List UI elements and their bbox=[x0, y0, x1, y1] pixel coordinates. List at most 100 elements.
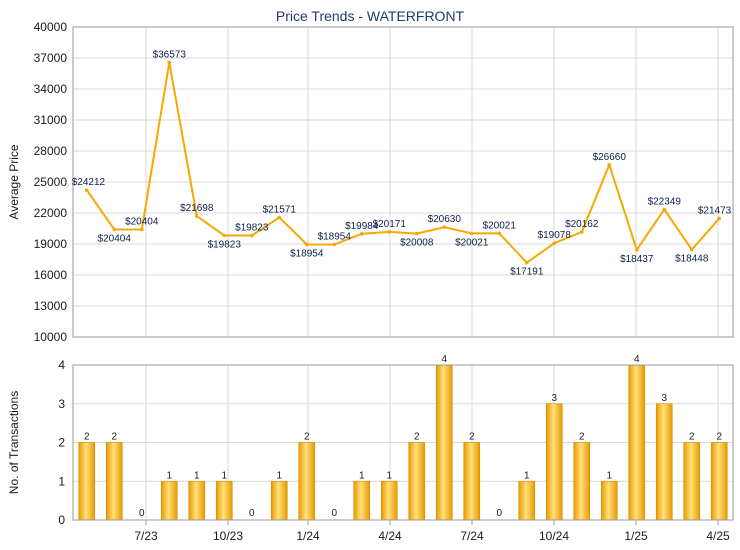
price-point bbox=[717, 216, 722, 221]
x-tick-label: 7/23 bbox=[134, 529, 158, 543]
price-data-label: $20021 bbox=[483, 220, 517, 231]
price-data-label: $17191 bbox=[510, 267, 544, 278]
bar-data-label: 2 bbox=[84, 432, 90, 443]
price-data-label: $20630 bbox=[428, 214, 462, 225]
price-y-tick: 10000 bbox=[34, 330, 68, 344]
price-point bbox=[414, 231, 419, 236]
price-point bbox=[304, 242, 309, 247]
price-point bbox=[552, 241, 557, 245]
transactions-bar bbox=[545, 403, 563, 521]
transactions-bar-panel: 0 1 2 3 4 2 2 0 1 1 1 0 1 2 0 1 1 2 4 2 0 1 3 2 1 4 3 2 2 7/23 10/23 1/… bbox=[7, 354, 734, 543]
transactions-bar bbox=[353, 480, 371, 521]
price-y-axis-label: Average Price bbox=[7, 144, 21, 219]
bar-data-label: 1 bbox=[359, 470, 365, 481]
price-point bbox=[194, 214, 199, 218]
x-tick-label: 1/25 bbox=[624, 529, 648, 543]
transactions-bar bbox=[380, 480, 398, 521]
transactions-bar bbox=[600, 480, 618, 521]
x-tick-label: 4/25 bbox=[706, 529, 730, 543]
price-point bbox=[662, 207, 667, 212]
bar-data-label: 2 bbox=[689, 432, 695, 443]
price-point bbox=[689, 247, 694, 252]
transactions-bar bbox=[270, 480, 288, 521]
price-y-tick: 22000 bbox=[34, 206, 68, 220]
bar-data-label: 4 bbox=[634, 354, 640, 365]
bar-data-label: 0 bbox=[331, 508, 337, 519]
bar-data-label: 4 bbox=[441, 354, 447, 365]
transactions-bar bbox=[628, 364, 646, 521]
price-data-label: $26660 bbox=[593, 152, 627, 163]
x-tick-label: 10/24 bbox=[539, 529, 569, 543]
x-tick-label: 1/24 bbox=[296, 529, 320, 543]
bar-data-label: 1 bbox=[606, 470, 612, 481]
price-point bbox=[84, 188, 89, 192]
transactions-bar bbox=[298, 442, 316, 521]
bar-data-label: 2 bbox=[414, 432, 420, 443]
bar-data-label: 0 bbox=[496, 508, 502, 519]
price-data-label: $21698 bbox=[180, 203, 214, 214]
price-data-label: $18954 bbox=[290, 248, 324, 259]
transactions-bar bbox=[573, 442, 591, 521]
bar-y-tick: 1 bbox=[58, 474, 65, 488]
bar-plot-frame bbox=[72, 364, 734, 521]
x-tick-label: 10/23 bbox=[213, 529, 243, 543]
bar-data-label: 1 bbox=[524, 470, 530, 481]
bar-data-label: 1 bbox=[386, 470, 392, 481]
bar-y-tick: 3 bbox=[58, 397, 65, 411]
price-point bbox=[222, 233, 227, 238]
price-data-label: $20162 bbox=[565, 219, 599, 230]
price-point bbox=[579, 230, 584, 234]
bar-data-label: 0 bbox=[139, 508, 145, 519]
price-point bbox=[497, 231, 502, 236]
transactions-bar bbox=[408, 442, 426, 521]
price-plot-frame bbox=[72, 26, 734, 338]
price-data-label: $19823 bbox=[208, 239, 242, 250]
x-tick-label: 7/24 bbox=[460, 529, 484, 543]
price-y-tick: 40000 bbox=[34, 20, 68, 34]
chart-title: Price Trends - WATERFRONT bbox=[276, 8, 465, 24]
price-point bbox=[469, 231, 474, 236]
transactions-bar bbox=[105, 442, 123, 521]
price-data-label: $19823 bbox=[235, 222, 269, 233]
bar-data-label: 2 bbox=[469, 432, 475, 443]
price-point bbox=[277, 215, 282, 220]
price-point bbox=[167, 60, 172, 65]
transactions-bar bbox=[655, 403, 673, 521]
bar-data-label: 1 bbox=[194, 470, 200, 481]
bar-data-label: 2 bbox=[579, 432, 585, 443]
price-line-panel: 10000 13000 16000 19000 22000 25000 28000 31000… bbox=[7, 20, 734, 344]
bar-data-label: 1 bbox=[166, 470, 172, 481]
price-y-tick: 28000 bbox=[34, 144, 68, 158]
price-y-tick: 16000 bbox=[34, 268, 68, 282]
price-data-label: $20404 bbox=[98, 233, 132, 244]
bar-data-label: 1 bbox=[276, 470, 282, 481]
price-data-label: $24212 bbox=[72, 177, 106, 188]
price-point bbox=[387, 230, 392, 234]
price-data-label: $21571 bbox=[263, 204, 297, 215]
transactions-bar bbox=[435, 364, 453, 521]
price-point bbox=[332, 242, 337, 247]
bar-y-axis-label: No. of Transactions bbox=[7, 391, 21, 494]
price-data-label: $19984 bbox=[345, 221, 379, 232]
price-data-label: $36573 bbox=[153, 49, 187, 60]
bar-data-label: 2 bbox=[304, 432, 310, 443]
price-series-line bbox=[85, 61, 721, 264]
price-point bbox=[359, 232, 364, 236]
bar-y-tick: 0 bbox=[58, 513, 65, 527]
price-data-label: $19078 bbox=[538, 230, 572, 241]
bar-data-label: 0 bbox=[249, 508, 255, 519]
bar-data-label: 2 bbox=[716, 432, 722, 443]
price-data-label: $20404 bbox=[125, 216, 159, 227]
transactions-bar bbox=[160, 480, 178, 521]
price-y-tick: 31000 bbox=[34, 113, 68, 127]
price-y-tick: 34000 bbox=[34, 82, 68, 96]
bar-data-label: 1 bbox=[221, 470, 227, 481]
bar-data-label: 2 bbox=[111, 432, 117, 443]
transactions-bar bbox=[710, 442, 728, 521]
transactions-bar bbox=[683, 442, 701, 521]
transactions-bar bbox=[78, 442, 96, 521]
bar-data-label: 3 bbox=[661, 393, 667, 404]
price-data-label: $21473 bbox=[698, 205, 732, 216]
bar-data-label: 3 bbox=[551, 393, 557, 404]
